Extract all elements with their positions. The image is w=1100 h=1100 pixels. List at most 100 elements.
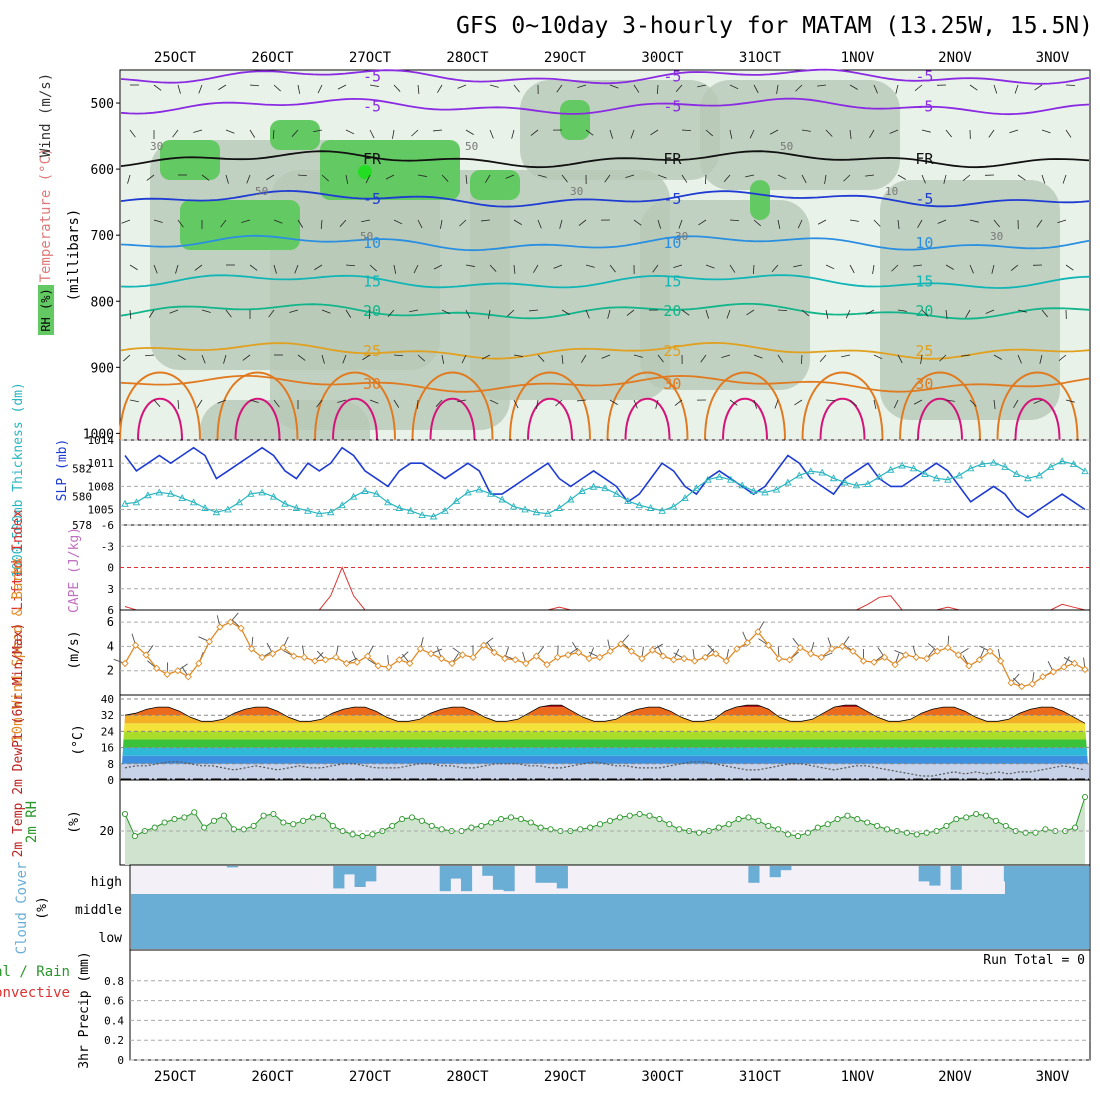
- wind-barb: [217, 399, 227, 404]
- isotherm-line: [120, 189, 1090, 208]
- wind-barb: [897, 174, 906, 180]
- rh2m-point: [864, 819, 871, 826]
- rh2m-point: [844, 812, 851, 819]
- wind-barb: [313, 129, 323, 133]
- wind-barb: [673, 264, 683, 269]
- thickness-point: [841, 478, 849, 486]
- wind-barb: [774, 399, 779, 409]
- thickness-point: [578, 487, 586, 494]
- wind-barb: [753, 399, 758, 409]
- wind-barb: [413, 264, 419, 274]
- wind-barb: [320, 219, 323, 230]
- temp-tick-label: 24: [101, 725, 115, 738]
- wind-speed-point: [532, 652, 541, 660]
- wind10m-panel: [119, 609, 1091, 696]
- wind-barb: [201, 354, 206, 364]
- rh2m-point: [1032, 829, 1039, 836]
- wind-barb: [345, 264, 356, 267]
- wind-barb: [465, 174, 468, 184]
- rh2m-point: [369, 831, 376, 838]
- wind-barb: [656, 84, 659, 95]
- isotherm-label: 25: [915, 342, 933, 360]
- wind-barb: [246, 174, 251, 184]
- thickness-point: [441, 506, 449, 514]
- isotherm-line: [120, 97, 1090, 116]
- wind-barb: [897, 354, 903, 364]
- wind-barb: [225, 129, 235, 134]
- wind-barb: [289, 309, 299, 313]
- wind-barb: [749, 129, 755, 139]
- wind-barb: [729, 129, 733, 139]
- wind-barb: [698, 219, 707, 226]
- thickness-point: [258, 488, 266, 496]
- thickness-point: [601, 484, 609, 492]
- wind-speed-point: [247, 645, 256, 653]
- rh2m-point: [874, 822, 881, 829]
- wind-barb: [849, 129, 852, 139]
- top-date-label: 28OCT: [446, 50, 489, 66]
- thickness-point: [281, 499, 289, 507]
- isotherm-label: -5: [663, 68, 681, 86]
- cloud-high-bar: [503, 866, 515, 892]
- wind-barb: [681, 174, 688, 183]
- wind-barb: [681, 309, 690, 316]
- rh2m-point: [329, 822, 336, 829]
- cloud-high-bar: [226, 866, 238, 868]
- rh2m-point: [1072, 824, 1079, 831]
- thickness-point: [498, 495, 506, 503]
- wind-speed-point: [849, 647, 857, 655]
- wind-barb: [893, 399, 899, 409]
- rh2m-point: [300, 817, 307, 824]
- wind-barb: [345, 309, 352, 318]
- rh2m-point: [1002, 822, 1009, 829]
- isotherm-loop-35: [801, 371, 884, 441]
- wind-barb: [459, 219, 467, 227]
- wind-barb: [777, 174, 787, 180]
- wind-barb: [825, 264, 835, 270]
- wind-barb: [650, 129, 659, 136]
- thickness-point: [589, 482, 598, 490]
- wind-barb: [297, 219, 304, 228]
- wind-barb: [817, 219, 827, 225]
- pressure-tick-label: 800: [91, 295, 114, 310]
- thickness-point: [566, 495, 575, 503]
- wind-speed-point: [416, 645, 425, 653]
- wind-barb: [242, 354, 251, 361]
- isotherm-label: 15: [915, 272, 933, 290]
- wind-barb: [440, 219, 443, 229]
- wind-speed-point: [775, 654, 783, 663]
- wind-barb: [392, 129, 395, 139]
- wind-barb: [339, 219, 347, 227]
- wind-speed-point: [733, 645, 741, 653]
- isotherm-label: 15: [663, 272, 681, 290]
- bottom-date-label: 31OCT: [739, 1069, 782, 1085]
- wind-barb: [745, 174, 755, 178]
- wind-barb: [1013, 399, 1019, 408]
- wind-barb: [962, 174, 971, 181]
- bottom-date-label: 1NOV: [841, 1069, 875, 1085]
- wind-barb: [746, 309, 755, 316]
- wind-barb: [393, 399, 400, 408]
- wind-barb: [697, 84, 707, 88]
- wind-speed-point: [975, 656, 984, 664]
- wind-barb: [969, 84, 978, 91]
- wind-barb: [988, 129, 995, 138]
- wind-barb: [993, 84, 998, 94]
- isotherm-line: [120, 234, 1090, 252]
- thickness-point: [464, 488, 472, 496]
- wind-barb: [129, 309, 132, 320]
- wind-barb: [985, 309, 995, 314]
- wind-barb: [865, 309, 875, 315]
- wind-barb: [513, 219, 522, 225]
- wind-barb: [969, 264, 974, 274]
- wind-barb: [121, 219, 131, 224]
- wind-barb: [321, 174, 329, 182]
- rh-shading-high: [160, 140, 220, 180]
- wind-barb: [223, 354, 227, 364]
- wind-barb: [917, 219, 923, 228]
- thickness-point: [201, 504, 209, 511]
- wind-barb: [585, 129, 594, 136]
- wind-barb: [585, 309, 590, 319]
- rh2m-point: [191, 809, 198, 816]
- wind-tick-label: 6: [107, 615, 114, 629]
